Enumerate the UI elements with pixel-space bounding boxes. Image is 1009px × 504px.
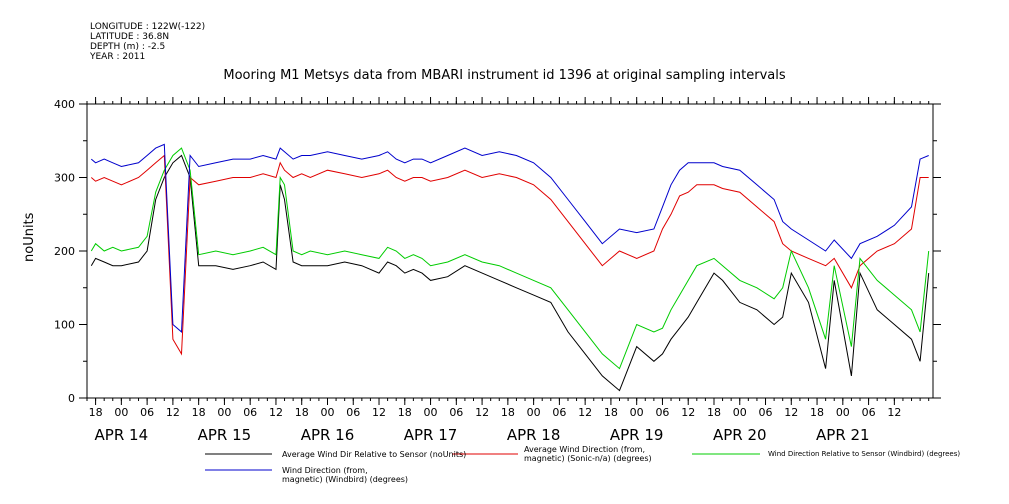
x-tick-label: 12	[269, 406, 283, 419]
x-tick-label: 18	[501, 406, 515, 419]
x-tick-label: 12	[475, 406, 489, 419]
x-tick-label: 00	[527, 406, 541, 419]
longitude-label: LONGITUDE : 122W(-122)	[90, 22, 206, 32]
legend-label-black: Average Wind Dir Relative to Sensor (noU…	[282, 450, 467, 459]
x-tick-label: 06	[346, 406, 360, 419]
legend-label-red-2: magnetic) (Sonic-n/a) (degrees)	[524, 454, 652, 463]
x-tick-label: 18	[604, 406, 618, 419]
x-tick-label: 12	[887, 406, 901, 419]
x-tick-label: 18	[192, 406, 206, 419]
y-tick-label: 300	[54, 172, 75, 185]
x-tick-label: 06	[449, 406, 463, 419]
legend-label-blue-2: magnetic) (Windbird) (degrees)	[282, 475, 409, 484]
x-tick-label: 12	[784, 406, 798, 419]
x-tick-label: 18	[295, 406, 309, 419]
chart-title: Mooring M1 Metsys data from MBARI instru…	[223, 68, 786, 83]
x-day-label: APR 15	[198, 426, 252, 444]
x-tick-label: 12	[166, 406, 180, 419]
y-tick-label: 200	[54, 245, 75, 258]
x-tick-label: 00	[836, 406, 850, 419]
x-day-label: APR 14	[95, 426, 149, 444]
x-day-label: APR 20	[713, 426, 767, 444]
latitude-label: LATITUDE : 36.8N	[90, 32, 170, 42]
x-tick-label: 00	[424, 406, 438, 419]
x-day-label: APR 16	[301, 426, 355, 444]
x-tick-label: 00	[217, 406, 231, 419]
year-label: YEAR : 2011	[90, 52, 146, 62]
x-tick-label: 00	[630, 406, 644, 419]
x-tick-label: 18	[810, 406, 824, 419]
x-tick-label: 18	[707, 406, 721, 419]
series-line-0	[90, 154, 930, 392]
y-tick-label: 400	[54, 98, 75, 111]
x-day-label: APR 17	[404, 426, 458, 444]
x-day-label: APR 18	[507, 426, 561, 444]
x-tick-label: 06	[759, 406, 773, 419]
x-tick-label: 06	[655, 406, 669, 419]
legend-label-blue-1: Wind Direction (from,	[282, 466, 368, 475]
x-tick-label: 00	[114, 406, 128, 419]
x-day-label: APR 19	[610, 426, 664, 444]
x-tick-label: 18	[398, 406, 412, 419]
x-tick-label: 06	[552, 406, 566, 419]
x-tick-label: 06	[862, 406, 876, 419]
x-tick-label: 12	[578, 406, 592, 419]
depth-label: DEPTH (m) : -2.5	[90, 42, 166, 52]
x-tick-label: 06	[140, 406, 154, 419]
series-line-1	[90, 154, 929, 356]
legend-label-red-1: Average Wind Direction (from,	[524, 445, 646, 454]
y-tick-label: 0	[68, 392, 75, 405]
x-tick-label: 12	[681, 406, 695, 419]
x-day-label: APR 21	[816, 426, 870, 444]
series-line-2	[90, 147, 930, 370]
x-tick-label: 18	[89, 406, 103, 419]
series-line-3	[90, 143, 929, 333]
x-tick-label: 06	[243, 406, 257, 419]
legend-label-green: Wind Direction Relative to Sensor (Windb…	[768, 450, 961, 458]
x-tick-label: 00	[320, 406, 334, 419]
x-tick-label: 00	[733, 406, 747, 419]
y-tick-label: 100	[54, 319, 75, 332]
x-tick-label: 12	[372, 406, 386, 419]
